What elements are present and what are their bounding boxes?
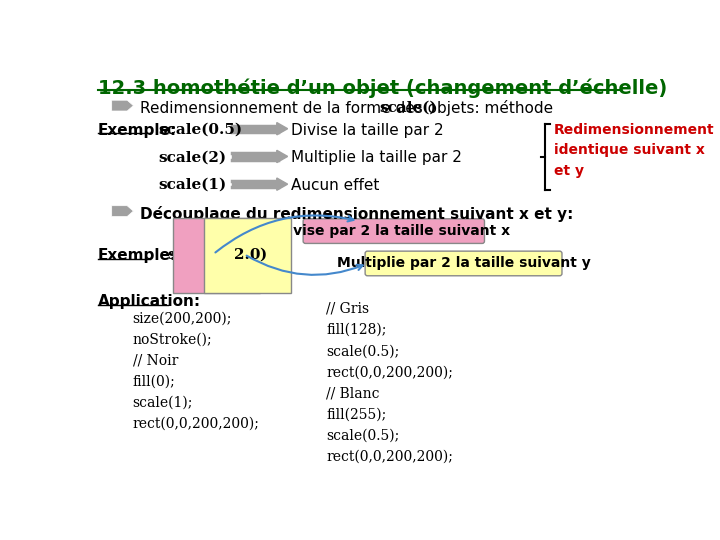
- Polygon shape: [276, 178, 287, 190]
- Text: Multiplie par 2 la taille suivant y: Multiplie par 2 la taille suivant y: [337, 256, 590, 271]
- Polygon shape: [112, 100, 133, 111]
- Text: ,: ,: [225, 248, 230, 262]
- Text: scale(: scale(: [168, 248, 218, 262]
- Text: scale(2): scale(2): [158, 150, 226, 164]
- Text: 2.0: 2.0: [234, 248, 261, 262]
- FancyBboxPatch shape: [303, 219, 485, 244]
- Text: scale(1): scale(1): [158, 178, 227, 192]
- Text: Exemple:: Exemple:: [98, 248, 177, 263]
- Text: Aucun effet: Aucun effet: [291, 178, 379, 193]
- Polygon shape: [112, 206, 133, 217]
- Text: ): ): [259, 248, 266, 262]
- Text: Application:: Application:: [98, 294, 201, 309]
- Text: Exemple:: Exemple:: [98, 123, 177, 138]
- Text: Redimensionnement
identique suivant x
et y: Redimensionnement identique suivant x et…: [554, 123, 715, 178]
- Polygon shape: [276, 150, 287, 163]
- Text: Divise la taille par 2: Divise la taille par 2: [291, 123, 444, 138]
- Text: Redimensionnement de la forme des objets: méthode: Redimensionnement de la forme des objets…: [140, 100, 559, 116]
- Text: Divise par 2 la taille suivant x: Divise par 2 la taille suivant x: [277, 224, 510, 238]
- Text: // Gris
fill(128);
scale(0.5);
rect(0,0,200,200);
// Blanc
fill(255);
scale(0.5): // Gris fill(128); scale(0.5); rect(0,0,…: [326, 302, 454, 464]
- Text: Multiplie la taille par 2: Multiplie la taille par 2: [291, 150, 462, 165]
- Text: size(200,200);
noStroke();
// Noir
fill(0);
scale(1);
rect(0,0,200,200);: size(200,200); noStroke(); // Noir fill(…: [132, 311, 259, 431]
- Text: Découplage du redimensionnement suivant x et y:: Découplage du redimensionnement suivant…: [140, 206, 574, 222]
- Text: 12.3 homothétie d’un objet (changement d’échelle): 12.3 homothétie d’un objet (changement …: [98, 79, 667, 98]
- Polygon shape: [276, 123, 287, 135]
- Text: 0.5: 0.5: [203, 248, 230, 262]
- Text: scale(): scale(): [379, 100, 437, 114]
- Text: scale(0.5): scale(0.5): [158, 123, 243, 137]
- FancyBboxPatch shape: [365, 251, 562, 276]
